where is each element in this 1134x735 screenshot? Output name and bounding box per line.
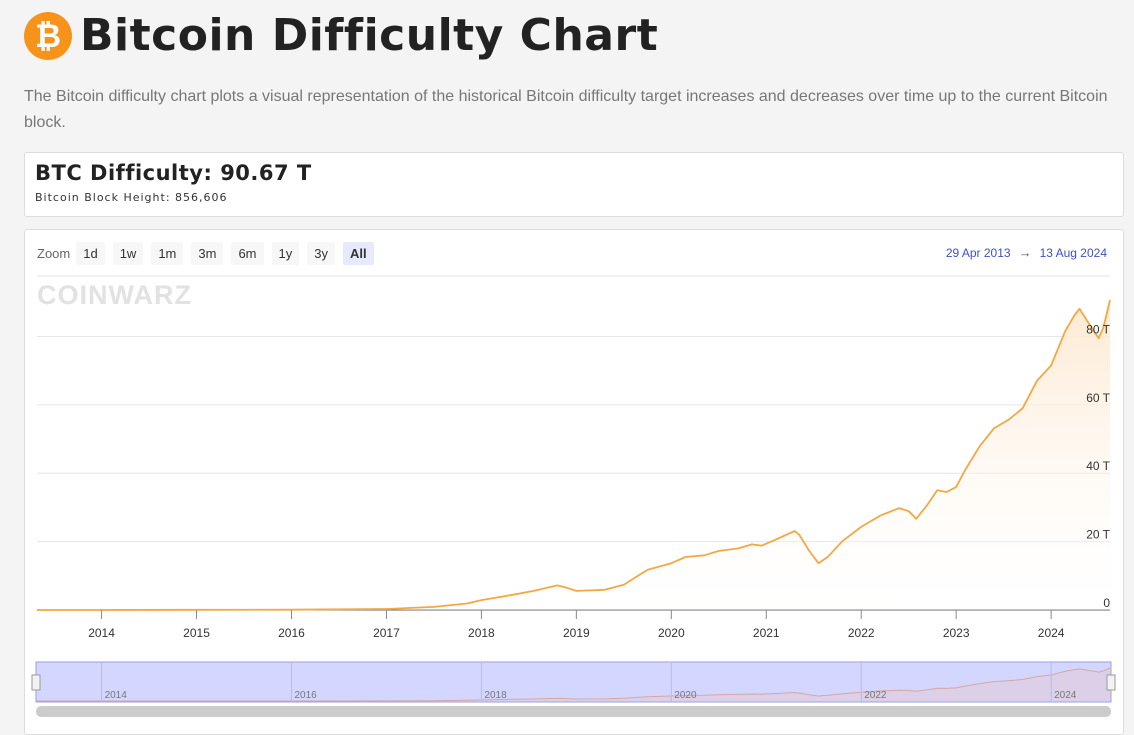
- page-header: ₿ Bitcoin Difficulty Chart: [24, 10, 658, 61]
- zoom-button-all[interactable]: All: [342, 242, 374, 265]
- zoom-button-6m[interactable]: 6m: [231, 242, 264, 265]
- page-description: The Bitcoin difficulty chart plots a vis…: [24, 88, 1108, 131]
- zoom-button-3m[interactable]: 3m: [191, 242, 224, 265]
- range-arrow-icon: →: [1018, 245, 1032, 260]
- difficulty-stat-card: BTC Difficulty: 90.67 T Bitcoin Block He…: [24, 152, 1124, 217]
- zoom-toolbar: Zoom 1d 1w 1m 3m 6m 1y 3y All: [37, 242, 382, 265]
- zoom-button-1w[interactable]: 1w: [112, 242, 144, 265]
- zoom-button-1d[interactable]: 1d: [76, 242, 105, 265]
- date-range: 29 Apr 2013 → 13 Aug 2024: [946, 245, 1107, 260]
- range-from-input[interactable]: 29 Apr 2013: [945, 245, 1011, 260]
- zoom-button-1m[interactable]: 1m: [151, 242, 184, 265]
- zoom-button-3y[interactable]: 3y: [307, 242, 335, 265]
- bitcoin-logo-icon: ₿: [24, 11, 72, 60]
- chart-card: Zoom 1d 1w 1m 3m 6m 1y 3y All 29 Apr 201…: [24, 229, 1124, 735]
- zoom-label: Zoom: [37, 246, 71, 261]
- zoom-button-1y[interactable]: 1y: [271, 242, 300, 265]
- page-title: Bitcoin Difficulty Chart: [80, 10, 659, 61]
- block-height-value: Bitcoin Block Height: 856,606: [35, 191, 228, 204]
- range-to-input[interactable]: 13 Aug 2024: [1039, 245, 1107, 260]
- difficulty-value: BTC Difficulty: 90.67 T: [35, 161, 312, 185]
